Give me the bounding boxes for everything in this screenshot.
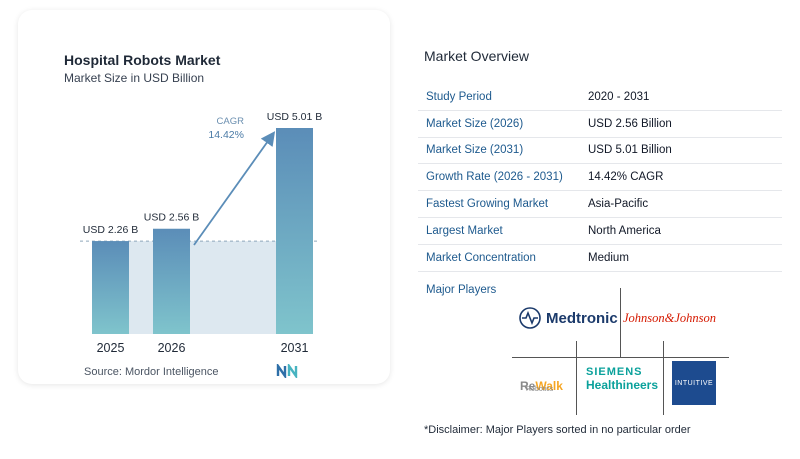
rewalk-logo: Re Walk Robotics [520,372,563,400]
overview-row-value: USD 5.01 Billion [588,144,672,157]
logo-divider [512,357,729,358]
chart-subtitle: Market Size in USD Billion [64,71,205,85]
x-tick-label: 2025 [97,341,125,355]
siemens-name: SIEMENS [586,366,643,378]
overview-row: Growth Rate (2026 - 2031) 14.42% CAGR [418,164,782,192]
overview-table: Study Period 2020 - 2031 Market Size (2026… [418,84,782,272]
overview-row-key: Growth Rate (2026 - 2031) [426,171,563,184]
healthineers-name: Healthineers [586,378,659,392]
overview-row-value: Asia-Pacific [588,198,649,211]
overview-row-value: 2020 - 2031 [588,90,650,103]
overview-row-value: North America [588,224,661,237]
overview-row-key: Fastest Growing Market [426,198,549,211]
source-text: Source: Mordor Intelligence [84,366,219,378]
medtronic-name: Medtronic [546,309,618,327]
overview-row: Fastest Growing Market Asia-Pacific [418,191,782,218]
bar-2031 [276,128,313,334]
overview-row-key: Market Size (2031) [426,144,524,157]
siemens-healthineers-logo: SIEMENS Healthineers [586,366,658,392]
medtronic-icon [519,307,541,329]
logo-divider [576,341,577,415]
overview-row-value: 14.42% CAGR [588,171,664,184]
logo-divider [620,288,621,358]
rewalk-subtitle: Robotics [526,386,554,393]
bar-2026 [153,228,190,334]
chart-title: Hospital Robots Market [64,52,221,68]
bar-data-label: USD 2.56 B [144,212,199,224]
overview-row-value: USD 2.56 Billion [588,117,672,130]
overview-row-key: Study Period [426,90,492,103]
johnson-and-johnson-logo: Johnson&Johnson [623,311,716,326]
overview-row-key: Largest Market [426,224,503,237]
cagr-arrow [193,131,276,246]
medtronic-logo: Medtronic [518,306,618,330]
johnson-and-johnson-name: Johnson&Johnson [623,311,717,325]
mordor-intelligence-logo [276,364,298,378]
rewalk-name-part2: Walk [535,379,563,393]
logo-divider [663,341,664,415]
rewalk-name-part1: Re [520,379,536,393]
disclaimer: *Disclaimer: Major Players sorted in no … [424,424,691,436]
bar-chart: USD 2.26 B 2025 USD 2.56 B 2026 USD 5.01 B 20… [80,111,322,355]
x-tick-label: 2031 [281,341,309,355]
intuitive-name: INTUITIVE [672,361,716,405]
overview-row: Market Concentration Medium [418,245,782,272]
cagr-value: 14.42% [208,129,244,141]
bar-data-label: USD 2.26 B [83,224,138,236]
overview-row: Study Period 2020 - 2031 [418,84,782,111]
overview-row-value: Medium [588,251,629,264]
overview-row: Market Size (2031) USD 5.01 Billion [418,138,782,165]
cagr-label: CAGR [217,116,245,127]
intuitive-logo: INTUITIVE [672,361,716,405]
bar-data-label: USD 5.01 B [267,111,322,123]
overview-row-key: Market Concentration [426,251,536,264]
overview-row: Market Size (2026) USD 2.56 Billion [418,111,782,138]
overview-row: Largest Market North America [418,218,782,245]
bar-2025 [92,241,129,334]
overview-row-key: Market Size (2026) [426,117,524,130]
major-players-title: Major Players [426,284,497,296]
overview-title: Market Overview [424,48,530,64]
x-tick-label: 2026 [158,341,186,355]
